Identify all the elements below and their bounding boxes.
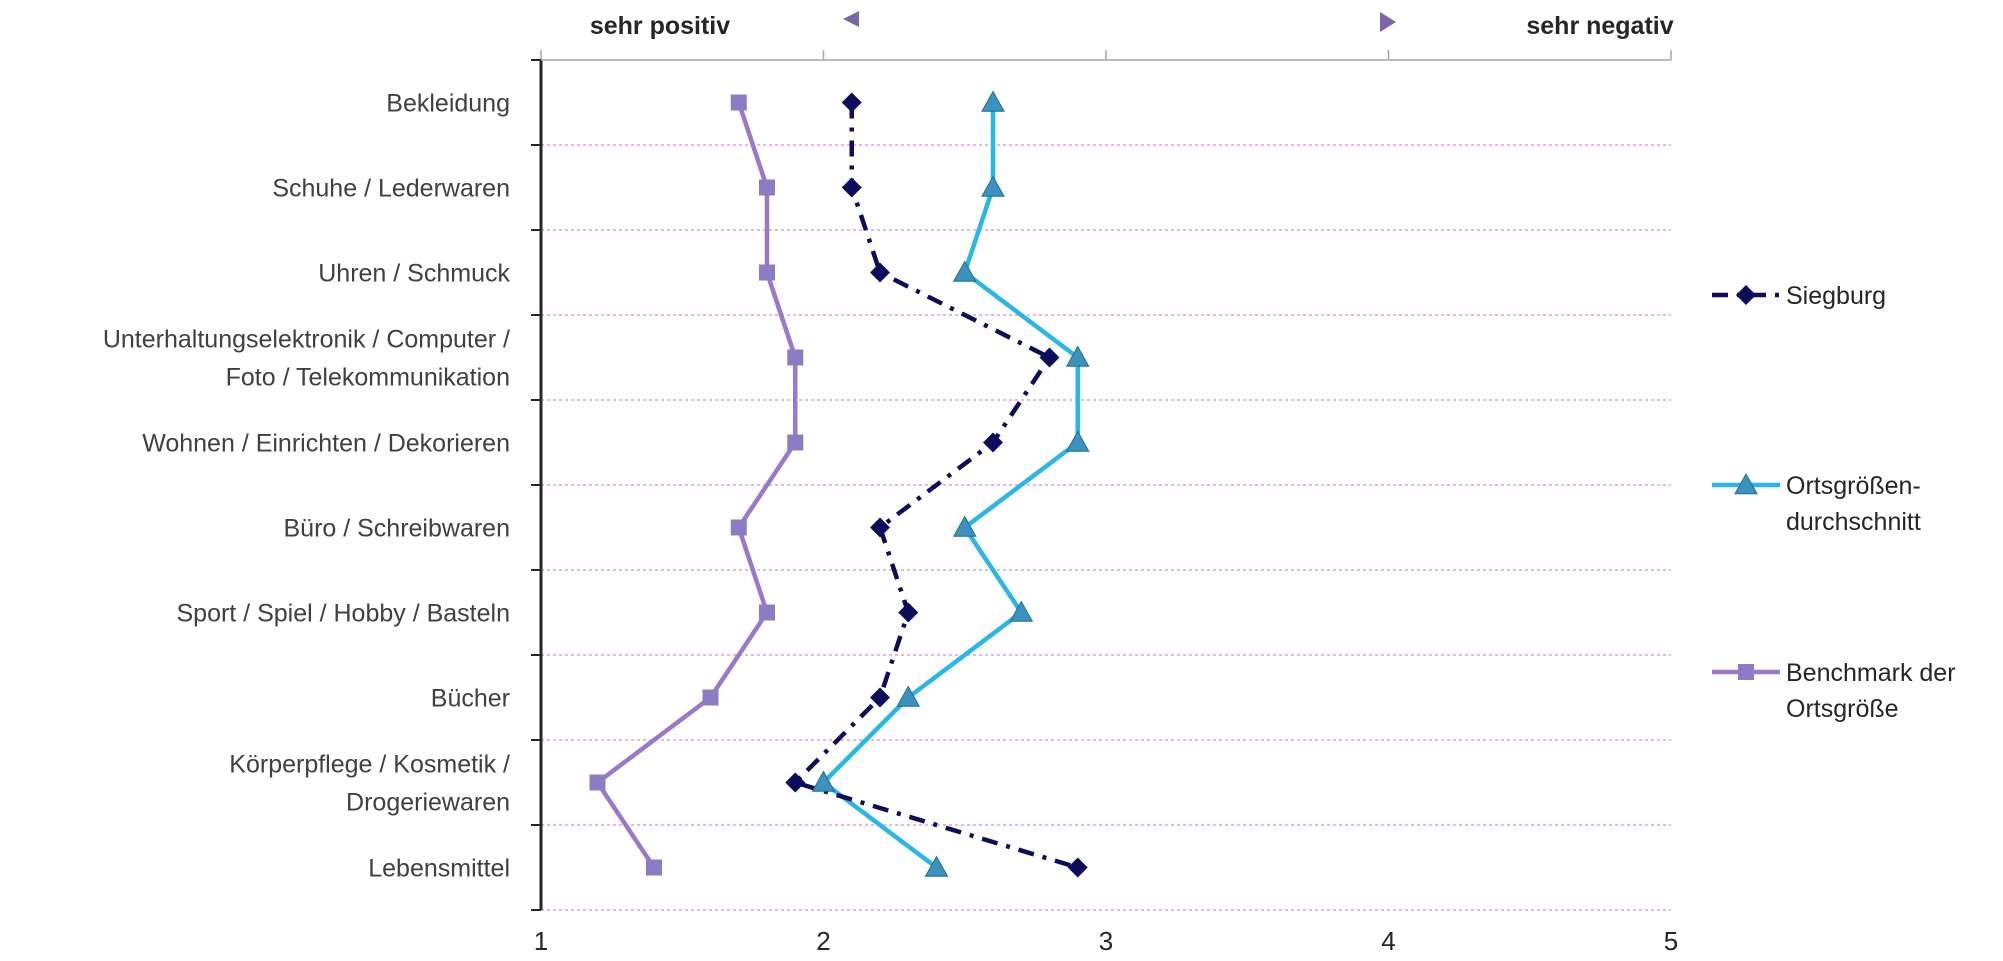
category-label-foto-telekommunikation: Foto / Telekommunikation <box>226 364 510 392</box>
data-point-siegburg <box>1067 857 1088 878</box>
data-point-siegburg <box>1039 347 1060 368</box>
data-point-benchmark-derortsgröße <box>646 859 662 876</box>
data-point-ortsgrößen-durchschnitt <box>811 770 836 792</box>
legend-marker-ortsgrößen-durchschnitt <box>1734 472 1758 495</box>
category-label-lebensmittel: Lebensmittel <box>368 855 510 883</box>
category-label-körperpflege-kosmetik: Körperpflege / Kosmetik / <box>229 751 510 779</box>
series-lines <box>595 101 1080 870</box>
data-point-ortsgrößen-durchschnitt <box>981 175 1005 197</box>
data-point-siegburg <box>841 177 862 198</box>
category-label-sport-spiel-hobby-basteln: Sport / Spiel / Hobby / Basteln <box>176 600 510 628</box>
data-point-benchmark-derortsgröße <box>759 179 775 196</box>
data-point-benchmark-derortsgröße <box>787 434 804 451</box>
category-labels: Bekleidung Schuhe / Lederwaren Uhren / Sch… <box>103 90 511 883</box>
arrow-left-icon <box>843 11 859 27</box>
data-point-siegburg <box>870 517 890 538</box>
category-label-bekleidung: Bekleidung <box>386 90 510 118</box>
header: sehr positiv sehr negativ <box>590 11 1674 40</box>
category-label-drogeriewaren: Drogeriewaren <box>346 789 510 817</box>
data-point-ortsgrößen-durchschnitt <box>952 260 977 282</box>
data-point-siegburg <box>841 92 862 113</box>
data-point-benchmark-derortsgröße <box>589 774 606 791</box>
category-label-schuhe-lederwaren: Schuhe / Lederwaren <box>272 175 510 203</box>
data-point-ortsgrößen-durchschnitt <box>1065 345 1090 367</box>
legend: Siegburg Ortsgrößen-durchschnitt Benchmark… <box>1712 282 1956 723</box>
category-label-bücher: Bücher <box>431 685 510 713</box>
data-point-siegburg <box>983 432 1003 453</box>
data-point-benchmark-derortsgröße <box>702 689 719 706</box>
data-point-ortsgrößen-durchschnitt <box>981 90 1005 112</box>
data-point-siegburg <box>898 602 919 623</box>
x-tick-label: 4 <box>1381 926 1395 956</box>
legend-label-ortsgrößen-durchschnitt: Ortsgrößen- <box>1786 472 1921 500</box>
x-tick-label: 3 <box>1099 926 1113 956</box>
data-point-ortsgrößen-durchschnitt <box>1065 430 1090 452</box>
data-point-benchmark-derortsgröße <box>759 604 775 621</box>
tick-labels: 1 2 3 4 5 <box>534 926 1678 956</box>
data-point-benchmark-derortsgröße <box>787 349 804 366</box>
category-label-unterhaltungselektronik-computer: Unterhaltungselektronik / Computer / <box>103 326 510 354</box>
arrow-right-icon <box>1380 12 1396 32</box>
data-point-siegburg <box>870 262 890 283</box>
data-point-siegburg <box>870 687 890 708</box>
category-label-büro-schreibwaren: Büro / Schreibwaren <box>283 515 510 543</box>
legend-marker-benchmark-derortsgröße <box>1738 664 1754 680</box>
data-point-benchmark-derortsgröße <box>730 519 747 536</box>
axes <box>531 50 1672 911</box>
x-tick-label: 1 <box>534 926 548 956</box>
data-point-ortsgrößen-durchschnitt <box>1009 600 1034 622</box>
data-point-siegburg <box>785 772 806 793</box>
data-point-ortsgrößen-durchschnitt <box>924 855 949 877</box>
data-point-ortsgrößen-durchschnitt <box>896 685 921 707</box>
category-label-uhren-schmuck: Uhren / Schmuck <box>318 260 510 288</box>
series-line-siegburg <box>793 102 1079 870</box>
data-point-benchmark-derortsgröße <box>759 264 775 281</box>
legend-label-benchmark-derortsgröße: Benchmark der <box>1786 659 1956 687</box>
legend-label-ortsgrößen-durchschnitt: durchschnitt <box>1786 508 1921 536</box>
label-sehr-negativ: sehr negativ <box>1526 12 1673 40</box>
legend-label-benchmark-derortsgröße: Ortsgröße <box>1786 695 1899 723</box>
legend-marker-siegburg <box>1736 285 1756 305</box>
label-sehr-positiv: sehr positiv <box>590 12 730 40</box>
series-line-benchmark-derortsgröße <box>595 101 798 869</box>
category-label-wohnen-einrichten-dekorieren: Wohnen / Einrichten / Dekorieren <box>142 430 510 458</box>
x-tick-label: 5 <box>1664 926 1678 956</box>
data-point-ortsgrößen-durchschnitt <box>952 515 977 537</box>
series-line-ortsgrößen-durchschnitt <box>821 102 1080 870</box>
x-tick-label: 2 <box>816 926 830 956</box>
series-markers <box>589 90 1090 878</box>
legend-label-siegburg: Siegburg <box>1786 282 1886 310</box>
gridlines <box>541 144 1671 911</box>
data-point-benchmark-derortsgröße <box>730 94 747 111</box>
